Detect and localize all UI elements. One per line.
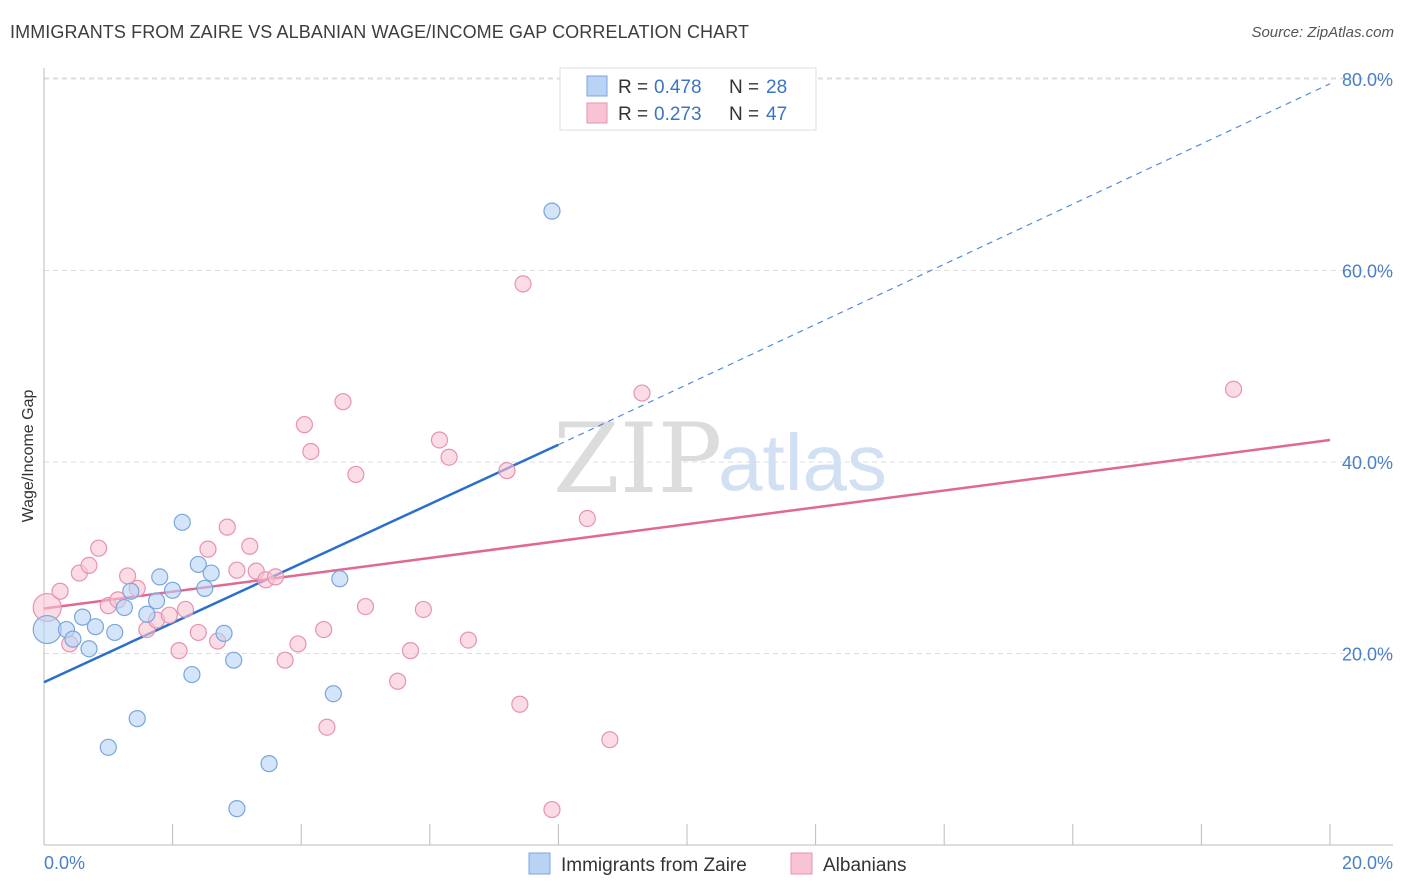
- axes-layer: [43, 68, 1393, 846]
- point-albanians: [266, 568, 285, 586]
- point-albanians: [459, 631, 477, 649]
- point-albanians: [511, 695, 529, 713]
- point-zaire: [99, 738, 117, 756]
- point-zaire: [324, 685, 342, 703]
- bottom-legend-label-albanians: Albanians: [823, 855, 906, 876]
- y-axis-label: Wage/Income Gap: [20, 390, 37, 523]
- source-credit: Source: ZipAtlas.com: [1251, 24, 1394, 41]
- point-albanians: [430, 431, 449, 449]
- point-zaire: [86, 618, 105, 636]
- x-tick-label-max: 20.0%: [1342, 853, 1393, 873]
- trend-line-zaire-extension: [558, 83, 1331, 446]
- watermark: ZIP atlas: [553, 403, 887, 515]
- point-albanians: [1224, 380, 1243, 398]
- point-zaire: [138, 605, 156, 623]
- point-albanians: [601, 731, 619, 749]
- point-albanians: [218, 518, 236, 536]
- point-zaire: [151, 568, 169, 586]
- point-zaire: [73, 608, 92, 626]
- points-layer: [32, 202, 1243, 819]
- point-albanians: [334, 393, 352, 411]
- y-tick-label: 60.0%: [1342, 262, 1393, 282]
- point-albanians: [80, 556, 98, 575]
- point-albanians: [90, 539, 108, 557]
- y-tick-label: 80.0%: [1342, 70, 1393, 90]
- legend-swatch-pink: [586, 102, 608, 124]
- watermark-zip: ZIP: [553, 403, 722, 515]
- legend-r-value-blue: 0.478: [654, 77, 702, 98]
- point-albanians: [347, 465, 365, 484]
- y-tick-label: 20.0%: [1342, 645, 1393, 665]
- chart-title: IMMIGRANTS FROM ZAIRE VS ALBANIAN WAGE/I…: [10, 22, 750, 42]
- legend-r-value-pink: 0.273: [654, 104, 702, 125]
- point-zaire: [80, 640, 98, 658]
- legend-n-label-blue: N =: [729, 77, 759, 98]
- point-zaire: [128, 710, 146, 728]
- point-zaire: [228, 800, 246, 818]
- point-zaire: [173, 513, 191, 531]
- point-zaire: [196, 579, 214, 597]
- point-zaire: [543, 202, 561, 220]
- point-zaire: [202, 564, 220, 582]
- trend-line-zaire: [43, 443, 559, 684]
- point-albanians: [514, 275, 532, 293]
- point-albanians: [633, 384, 651, 402]
- x-tick-label-min: 0.0%: [44, 853, 85, 873]
- point-albanians: [228, 561, 246, 579]
- point-albanians: [498, 462, 516, 480]
- point-zaire: [122, 582, 140, 600]
- point-albanians: [241, 537, 259, 555]
- y-tick-label: 40.0%: [1342, 453, 1393, 473]
- legend-n-label-pink: N =: [729, 104, 759, 125]
- point-albanians: [189, 623, 207, 642]
- grid-layer: [44, 77, 1393, 654]
- legend-r-label-blue: R =: [618, 77, 648, 98]
- point-albanians: [51, 582, 69, 600]
- point-albanians: [389, 672, 407, 690]
- point-albanians: [401, 642, 420, 660]
- point-albanians: [170, 642, 188, 660]
- point-albanians: [176, 600, 195, 619]
- point-albanians: [302, 442, 320, 461]
- point-albanians: [276, 651, 294, 669]
- point-albanians: [315, 620, 333, 639]
- point-zaire: [183, 665, 201, 684]
- point-albanians: [543, 800, 561, 819]
- point-albanians: [356, 597, 375, 616]
- bottom-legend: Immigrants from Zaire Albanians: [528, 852, 906, 876]
- point-albanians: [289, 635, 307, 653]
- point-albanians: [578, 509, 596, 528]
- point-zaire: [32, 614, 62, 645]
- legend-swatch-blue: [586, 75, 608, 97]
- bottom-legend-swatch-zaire: [528, 852, 551, 875]
- point-albanians: [440, 448, 458, 466]
- legend-r-label-pink: R =: [618, 104, 648, 125]
- point-zaire: [331, 570, 349, 588]
- legend-n-value-pink: 47: [766, 104, 787, 125]
- point-albanians: [199, 540, 217, 558]
- point-zaire: [147, 592, 166, 610]
- y-tick-labels: 20.0% 40.0% 60.0% 80.0%: [1342, 70, 1393, 665]
- watermark-atlas: atlas: [718, 418, 887, 507]
- bottom-legend-swatch-albanians: [790, 852, 813, 875]
- trend-layer: [43, 83, 1331, 684]
- point-zaire: [164, 581, 182, 599]
- point-zaire: [215, 624, 233, 642]
- bottom-legend-label-zaire: Immigrants from Zaire: [561, 855, 747, 876]
- point-albanians: [160, 606, 178, 624]
- legend-n-value-blue: 28: [766, 77, 787, 98]
- point-albanians: [295, 416, 314, 434]
- point-zaire: [115, 598, 133, 617]
- point-zaire: [64, 630, 82, 648]
- point-albanians: [414, 600, 432, 619]
- point-zaire: [260, 755, 278, 773]
- point-zaire: [189, 555, 207, 574]
- legend: R = 0.478 N = 28 R = 0.273 N = 47: [559, 67, 817, 131]
- point-zaire: [225, 651, 243, 669]
- point-zaire: [106, 623, 124, 642]
- point-albanians: [318, 718, 336, 736]
